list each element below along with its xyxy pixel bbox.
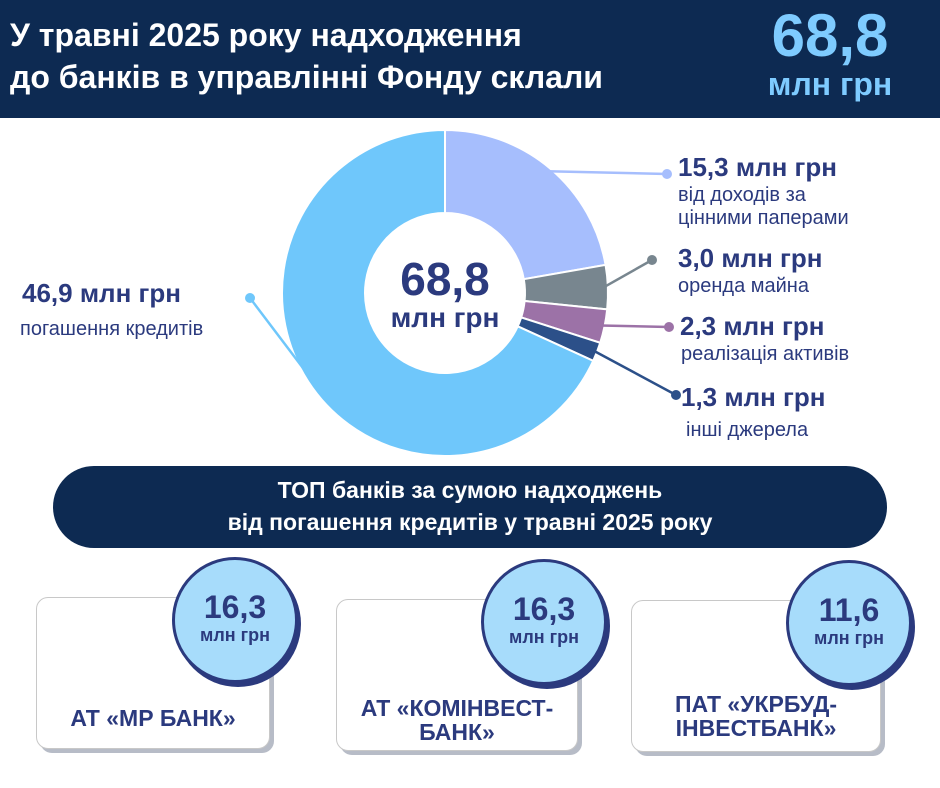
leader-dot-other bbox=[671, 390, 681, 400]
bank-amount-bubble-1: 16,3 млн грн bbox=[172, 557, 298, 683]
leader-line-asset-sales bbox=[600, 324, 670, 329]
donut-center-unit: млн грн bbox=[390, 302, 500, 333]
donut-slice-securities bbox=[444, 128, 607, 281]
slice-value-rent: 3,0 млн грн bbox=[678, 243, 823, 273]
leader-dot-rent bbox=[647, 255, 657, 265]
bank-amount-unit-2: млн грн bbox=[509, 627, 579, 647]
header-title-line-1: У травні 2025 року надходження bbox=[10, 17, 522, 53]
bank-name-2: АТ «КОМІНВЕСТ- БАНК» bbox=[336, 696, 578, 744]
header-title-line-2: до банків в управлінні Фонду склали bbox=[10, 59, 603, 95]
donut-chart bbox=[245, 128, 681, 457]
bank-amount-bubble-2: 16,3 млн грн bbox=[481, 559, 607, 685]
leader-dot-asset-sales bbox=[664, 322, 674, 332]
slice-value-loans: 46,9 млн грн bbox=[22, 278, 181, 308]
donut-center-value: 68,8 bbox=[400, 253, 490, 305]
bank-name-3-line-1: ПАТ «УКРБУД- bbox=[674, 691, 838, 717]
leader-line-rent bbox=[603, 258, 653, 289]
slice-value-asset-sales: 2,3 млн грн bbox=[680, 311, 825, 341]
bank-amount-unit-3: млн грн bbox=[814, 628, 884, 648]
leader-dot-loans bbox=[245, 293, 255, 303]
header-title: У травні 2025 року надходження до банків… bbox=[10, 14, 730, 98]
leader-dot-securities bbox=[662, 169, 672, 179]
top-banks-banner: ТОП банків за сумою надходжень від погаш… bbox=[53, 466, 887, 548]
slice-value-other: 1,3 млн грн bbox=[681, 382, 826, 412]
leader-line-securities bbox=[547, 170, 668, 176]
slice-label-securities-line-1: від доходів за bbox=[678, 184, 806, 206]
slice-label-loans: погашення кредитів bbox=[20, 318, 204, 340]
bank-amount-unit-1: млн грн bbox=[200, 625, 270, 645]
bank-name-3-line-2: ІНВЕСТБАНК» bbox=[675, 715, 837, 741]
bank-name-2-line-1: АТ «КОМІНВЕСТ- bbox=[360, 695, 554, 721]
bank-name-3: ПАТ «УКРБУД- ІНВЕСТБАНК» bbox=[631, 692, 881, 740]
slice-label-rent: оренда майна bbox=[678, 275, 809, 297]
slice-value-securities: 15,3 млн грн bbox=[678, 152, 837, 182]
top-banks-title-line-2: від погашення кредитів у травні 2025 рок… bbox=[227, 509, 713, 535]
bank-amount-value-1: 16,3 bbox=[203, 589, 267, 625]
header-total: 68,8 млн грн bbox=[750, 2, 910, 102]
bank-amount-value-2: 16,3 bbox=[512, 591, 576, 627]
slice-label-securities-line-2: цінними паперами bbox=[678, 207, 849, 229]
donut-slice-loans bbox=[281, 128, 595, 457]
bank-amount-bubble-3: 11,6 млн грн bbox=[786, 560, 912, 686]
bank-amount-value-3: 11,6 bbox=[818, 592, 880, 628]
leader-line-other bbox=[592, 349, 677, 397]
leader-line-loans bbox=[249, 297, 313, 380]
header-total-unit: млн грн bbox=[767, 66, 893, 102]
bank-name-1-line-1: АТ «МР БАНК» bbox=[70, 705, 236, 731]
header-banner: У травні 2025 року надходження до банків… bbox=[0, 0, 940, 118]
slice-label-asset-sales: реалізація активів bbox=[681, 343, 850, 365]
top-banks-title-line-1: ТОП банків за сумою надходжень bbox=[277, 477, 663, 503]
header-total-value: 68,8 bbox=[771, 2, 889, 69]
bank-name-2-line-2: БАНК» bbox=[419, 719, 495, 745]
bank-name-1: АТ «МР БАНК» bbox=[36, 706, 270, 730]
slice-label-other: інші джерела bbox=[686, 419, 809, 441]
